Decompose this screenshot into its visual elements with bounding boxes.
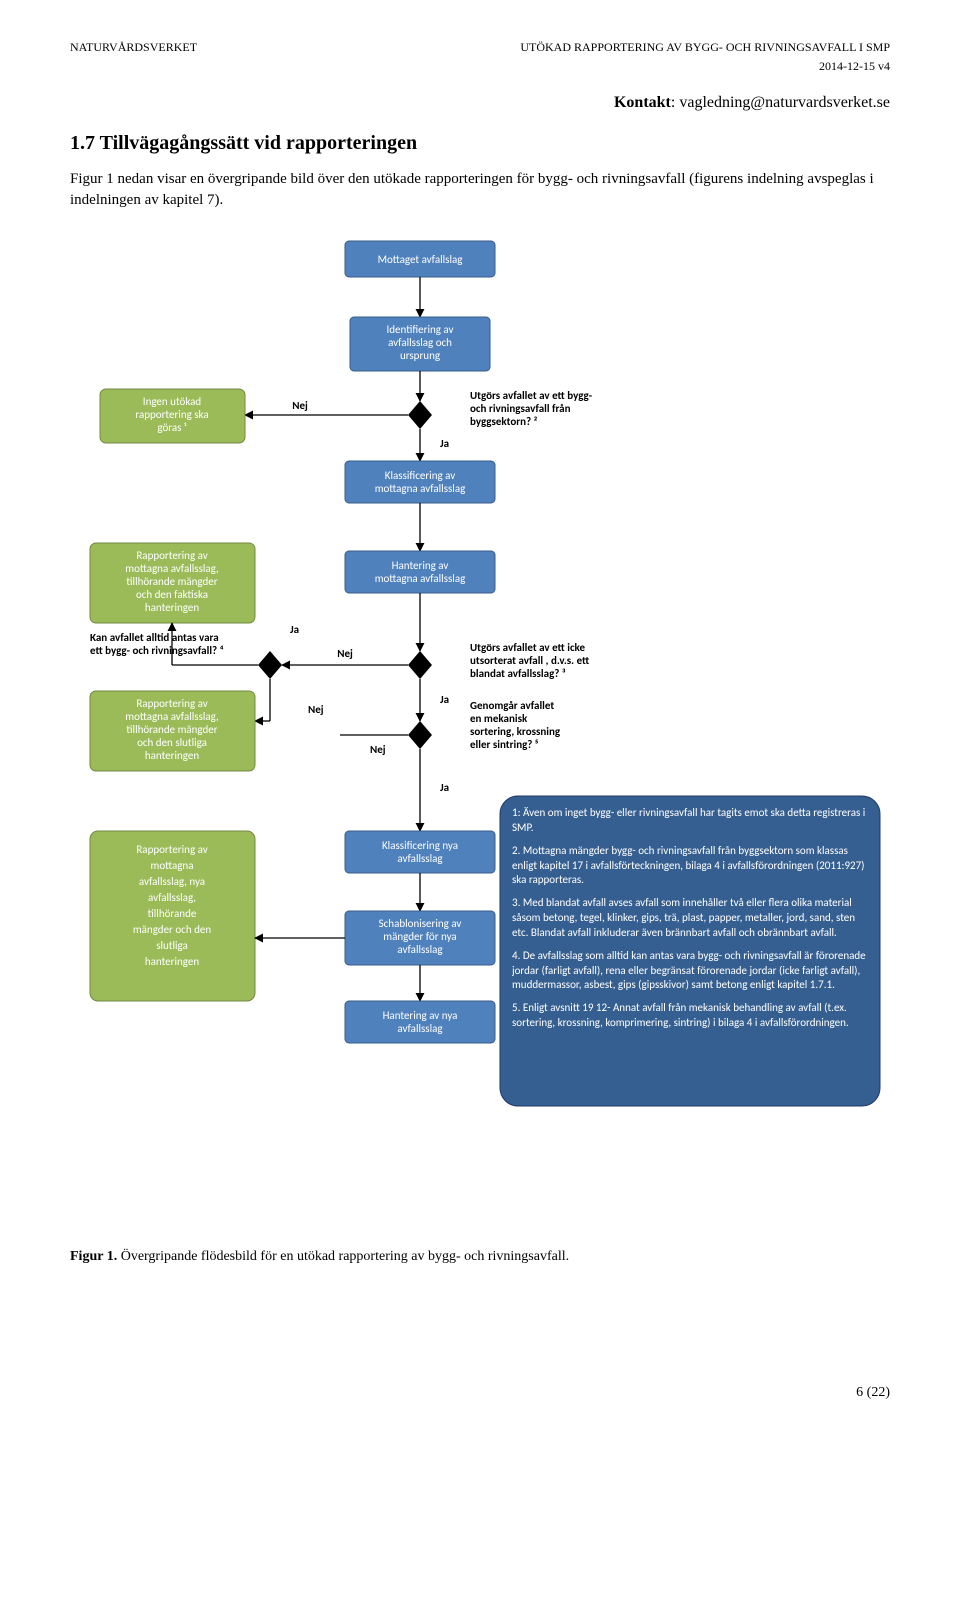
svg-text:Ja: Ja xyxy=(440,781,449,794)
contact-value: : vagledning@naturvardsverket.se xyxy=(671,94,890,111)
body-paragraph: Figur 1 nedan visar en övergripande bild… xyxy=(70,169,890,211)
svg-text:Klassificering avmottagna avfa: Klassificering avmottagna avfallsslag xyxy=(375,469,466,495)
section-heading: 1.7 Tillvägagångssätt vid rapporteringen xyxy=(70,132,890,155)
svg-text:Ja: Ja xyxy=(290,623,299,636)
note-1: 1: Även om inget bygg- eller rivningsavf… xyxy=(512,806,868,836)
contact-line: Kontakt: vagledning@naturvardsverket.se xyxy=(70,94,890,112)
header-org: NATURVÅRDSVERKET xyxy=(70,40,197,55)
figure-caption: Figur 1. Övergripande flödesbild för en … xyxy=(70,1249,890,1265)
flowchart-figure: Mottaget avfallslag Identifiering avavfa… xyxy=(70,231,890,1231)
note-5: 5. Enligt avsnitt 19 12- Annat avfall fr… xyxy=(512,1001,868,1031)
svg-text:Nej: Nej xyxy=(370,743,386,756)
svg-text:Nej: Nej xyxy=(292,399,308,412)
note-2: 2. Mottagna mängder bygg- och rivningsav… xyxy=(512,844,868,889)
note-3: 3. Med blandat avfall avses avfall som i… xyxy=(512,896,868,941)
svg-text:Nej: Nej xyxy=(337,647,353,660)
header-doc-title: UTÖKAD RAPPORTERING AV BYGG- OCH RIVNING… xyxy=(520,40,890,55)
svg-text:Genomgår avfalleten mekaniskso: Genomgår avfalleten mekanisksortering, k… xyxy=(470,699,561,751)
page-number: 6 (22) xyxy=(70,1385,890,1401)
svg-text:Ja: Ja xyxy=(440,693,449,706)
note-4: 4. De avfallsslag som alltid kan antas v… xyxy=(512,949,868,994)
svg-text:Utgörs avfallet av ett ickeuts: Utgörs avfallet av ett ickeutsorterat av… xyxy=(470,641,590,680)
svg-text:Nej: Nej xyxy=(308,703,324,716)
svg-text:Kan avfallet alltid antas vara: Kan avfallet alltid antas varaett bygg- … xyxy=(90,631,224,657)
header-date: 2014-12-15 v4 xyxy=(70,59,890,74)
caption-rest: Övergripande flödesbild för en utökad ra… xyxy=(117,1249,569,1264)
contact-label: Kontakt xyxy=(614,94,671,111)
svg-text:Mottaget avfallslag: Mottaget avfallslag xyxy=(378,253,463,266)
svg-text:Ja: Ja xyxy=(440,437,449,450)
caption-bold: Figur 1. xyxy=(70,1249,117,1264)
svg-text:Utgörs avfallet av ett bygg-oc: Utgörs avfallet av ett bygg-och rivnings… xyxy=(470,389,593,428)
